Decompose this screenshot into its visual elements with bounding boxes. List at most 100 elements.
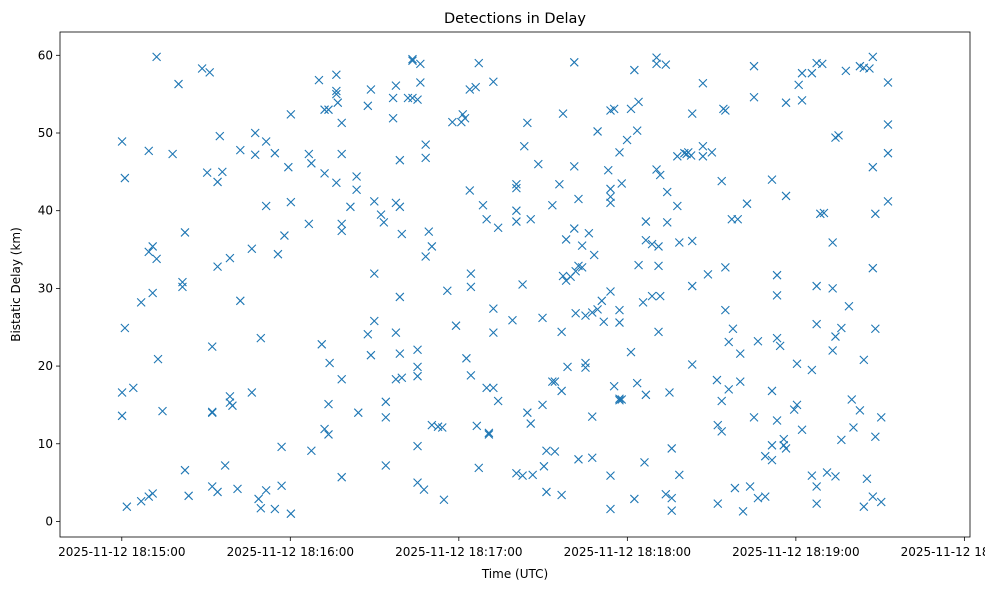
data-point — [408, 54, 417, 64]
data-point — [828, 346, 838, 355]
data-point — [333, 98, 343, 108]
data-point — [557, 386, 567, 396]
y-axis-label: Bistatic Delay (km) — [9, 227, 23, 342]
data-point — [337, 118, 347, 128]
data-point — [667, 506, 677, 515]
data-point — [363, 329, 373, 339]
data-point — [547, 200, 557, 210]
y-tick-label: 0 — [45, 514, 53, 528]
data-point — [493, 223, 503, 233]
data-point — [482, 214, 492, 224]
data-point — [512, 217, 521, 226]
data-point — [815, 209, 825, 219]
data-point — [749, 61, 759, 71]
data-point — [753, 336, 763, 346]
data-point — [180, 228, 190, 237]
x-tick-label: 2025-11-12 18:17:00 — [395, 545, 522, 559]
data-point — [647, 291, 657, 301]
data-point — [148, 288, 158, 298]
data-point — [168, 149, 178, 159]
data-point — [792, 359, 802, 369]
data-point — [324, 430, 333, 439]
data-point — [254, 494, 263, 504]
data-point — [488, 77, 498, 87]
x-tick-label: 2025-11-12 18:18:00 — [564, 545, 691, 559]
data-point — [587, 308, 597, 317]
data-point — [538, 313, 547, 323]
data-point — [617, 395, 627, 404]
data-point — [519, 141, 529, 151]
data-point — [256, 333, 266, 343]
data-point — [629, 65, 639, 75]
data-point — [606, 471, 615, 481]
data-point — [512, 183, 521, 193]
data-point — [760, 451, 770, 461]
data-point — [415, 78, 425, 87]
data-point — [395, 349, 405, 359]
data-point — [235, 296, 245, 306]
data-point — [550, 447, 560, 456]
data-point — [687, 109, 697, 118]
data-point — [270, 504, 280, 514]
data-point — [812, 482, 822, 491]
data-point — [834, 130, 843, 140]
data-point — [728, 324, 738, 334]
data-point — [413, 441, 422, 451]
data-point — [597, 296, 607, 306]
data-point — [849, 423, 858, 432]
data-point — [563, 362, 572, 372]
data-point — [812, 499, 822, 508]
data-point — [652, 59, 661, 69]
data-point — [547, 377, 557, 387]
data-point — [569, 162, 579, 171]
data-point — [197, 64, 207, 73]
data-point — [395, 155, 405, 165]
data-point — [471, 82, 481, 92]
data-point — [615, 394, 624, 404]
data-point — [655, 291, 665, 301]
data-point — [606, 287, 615, 296]
data-point — [828, 238, 838, 247]
data-point — [286, 509, 296, 519]
data-point — [634, 260, 643, 270]
data-point — [152, 52, 162, 62]
data-point — [662, 217, 672, 227]
data-point — [868, 162, 878, 172]
data-point — [687, 281, 697, 291]
data-point — [615, 395, 624, 405]
data-point — [772, 290, 782, 300]
data-point — [331, 86, 341, 96]
data-point — [421, 153, 431, 163]
data-point — [388, 93, 398, 103]
data-point — [847, 395, 857, 404]
data-point — [413, 345, 422, 355]
data-point — [508, 315, 517, 325]
data-point — [817, 59, 827, 69]
data-point — [317, 339, 327, 349]
data-point — [698, 78, 708, 88]
data-point — [797, 68, 807, 78]
data-point — [369, 269, 379, 279]
data-point — [144, 146, 154, 156]
data-point — [569, 57, 579, 67]
data-point — [213, 487, 222, 497]
data-point — [324, 105, 333, 115]
data-point — [720, 305, 730, 315]
data-point — [717, 396, 727, 406]
data-point — [571, 308, 581, 318]
data-point — [862, 474, 872, 484]
data-point — [781, 191, 791, 201]
data-point — [634, 97, 643, 107]
data-point — [526, 419, 536, 428]
data-point — [587, 453, 597, 463]
data-point — [465, 186, 475, 195]
data-point — [593, 304, 602, 314]
data-point — [603, 165, 613, 175]
data-point — [488, 304, 498, 313]
data-point — [584, 228, 594, 238]
data-point — [512, 206, 521, 216]
data-point — [225, 253, 235, 263]
data-point — [366, 350, 376, 360]
data-point — [626, 104, 636, 114]
data-point — [250, 128, 260, 138]
